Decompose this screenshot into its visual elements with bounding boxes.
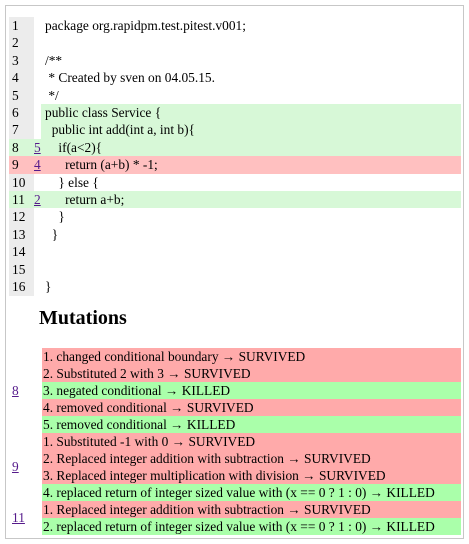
pitest-report-frame: 1 package org.rapidpm.test.pitest.v001; 2 3… (5, 5, 464, 539)
mutation-line-cell: 11 (9, 501, 42, 535)
source-line-row: 1 package org.rapidpm.test.pitest.v001; (9, 17, 461, 35)
line-number: 15 (9, 260, 34, 279)
source-code-text: if(a<2){ (41, 138, 461, 157)
line-number: 7 (9, 121, 34, 139)
source-code-text: return a+b; (41, 191, 461, 209)
mutation-item: 2. Replaced integer addition with subtra… (42, 450, 461, 467)
mutation-count-link[interactable]: 5 (34, 139, 41, 155)
source-line-row: 5 */ (9, 86, 461, 105)
mutation-item: 1. changed conditional boundary → SURVIV… (42, 348, 461, 365)
mutation-item: 5. removed conditional → KILLED (42, 416, 461, 433)
source-line-row: 15 (9, 260, 461, 279)
source-line-row: 12 } (9, 208, 461, 226)
mutation-count-cell (34, 208, 41, 225)
mutation-count-cell (34, 17, 41, 34)
source-line-row: 16} (9, 278, 461, 296)
mutation-count-link[interactable]: 4 (34, 157, 41, 173)
mutation-line-link[interactable]: 8 (12, 382, 19, 398)
source-code-text: public int add(int a, int b){ (41, 121, 461, 139)
mutation-item: 4. replaced return of integer sized valu… (42, 484, 461, 501)
mutation-list: 1. changed conditional boundary → SURVIV… (42, 348, 461, 433)
line-number: 3 (9, 51, 34, 70)
mutation-item: 1. Substituted -1 with 0 → SURVIVED (42, 433, 461, 450)
mutations-table: 8 1. changed conditional boundary → SURVI… (9, 348, 461, 535)
mutation-item: 1. Replaced integer addition with subtra… (42, 501, 461, 518)
mutations-heading: Mutations (39, 307, 127, 329)
mutation-count-cell (34, 226, 41, 243)
source-code-text: public class Service { (41, 104, 461, 122)
source-code-text (41, 243, 461, 260)
line-number: 5 (9, 86, 34, 105)
line-number: 11 (9, 191, 34, 209)
mutation-group-row: 11 1. Replaced integer addition with subt… (9, 501, 461, 535)
line-number: 6 (9, 104, 34, 122)
mutation-item: 2. Substituted 2 with 3 → SURVIVED (42, 365, 461, 382)
source-code-text: } (45, 209, 65, 225)
source-code-text: /** (45, 52, 63, 68)
line-number: 2 (9, 34, 34, 52)
line-number: 10 (9, 173, 34, 192)
mutation-count-cell (34, 104, 41, 121)
source-code-table: 1 package org.rapidpm.test.pitest.v001; 2 3… (9, 17, 461, 296)
source-code-text (41, 34, 461, 51)
mutation-group-row: 8 1. changed conditional boundary → SURVI… (9, 348, 461, 433)
mutation-list: 1. Replaced integer addition with subtra… (42, 501, 461, 535)
mutation-line-link[interactable]: 9 (12, 459, 19, 474)
mutation-count-cell: 2 (34, 191, 41, 209)
line-number: 4 (9, 69, 34, 87)
line-number: 1 (9, 17, 34, 35)
source-code-text: } (45, 226, 59, 242)
mutation-item: 2. replaced return of integer sized valu… (42, 518, 461, 535)
mutation-count-cell (34, 34, 41, 51)
mutation-count-cell: 5 (34, 138, 41, 157)
mutation-count-cell: 4 (34, 156, 41, 174)
mutation-count-cell (34, 261, 41, 278)
mutation-count-cell (34, 69, 41, 86)
line-number: 14 (9, 243, 34, 261)
mutation-count-cell (34, 121, 41, 138)
source-line-row: 3 /** (9, 51, 461, 70)
mutation-line-link[interactable]: 11 (12, 510, 25, 525)
mutation-item: 3. Replaced integer multiplication with … (42, 467, 461, 484)
source-line-row: 13 } (9, 225, 461, 244)
source-code-text: * Created by sven on 04.05.15. (45, 70, 215, 86)
mutation-count-cell (34, 52, 41, 69)
source-line-row: 6 public class Service { (9, 104, 461, 122)
source-line-row: 10 } else { (9, 173, 461, 192)
mutation-line-cell: 8 (9, 348, 42, 433)
mutation-item: 3. negated conditional → KILLED (42, 382, 461, 399)
line-number: 13 (9, 225, 34, 244)
source-code-text (41, 261, 461, 278)
source-code-text: return (a+b) * -1; (41, 156, 461, 174)
source-line-row: 11 2 return a+b; (9, 191, 461, 209)
source-line-row: 2 (9, 34, 461, 52)
line-number: 9 (9, 156, 34, 174)
mutation-group-row: 9 1. Substituted -1 with 0 → SURVIVED 2. R… (9, 433, 461, 501)
mutation-count-cell (34, 278, 41, 295)
source-code-text: } else { (45, 174, 99, 190)
source-code-text: */ (45, 87, 59, 103)
mutation-item: 4. removed conditional → SURVIVED (42, 399, 461, 416)
line-number: 16 (9, 278, 34, 296)
mutation-count-cell (34, 243, 41, 260)
source-code-text: } (45, 279, 52, 295)
source-line-row: 14 (9, 243, 461, 261)
source-line-row: 4 * Created by sven on 04.05.15. (9, 69, 461, 87)
mutation-list: 1. Substituted -1 with 0 → SURVIVED 2. Re… (42, 433, 461, 501)
mutation-count-link[interactable]: 2 (34, 192, 41, 208)
line-number: 8 (9, 138, 34, 157)
mutation-line-cell: 9 (9, 433, 42, 501)
line-number: 12 (9, 208, 34, 226)
mutation-count-cell (34, 87, 41, 104)
source-code-text: package org.rapidpm.test.pitest.v001; (45, 18, 246, 33)
source-line-row: 7 public int add(int a, int b){ (9, 121, 461, 139)
mutation-count-cell (34, 174, 41, 191)
